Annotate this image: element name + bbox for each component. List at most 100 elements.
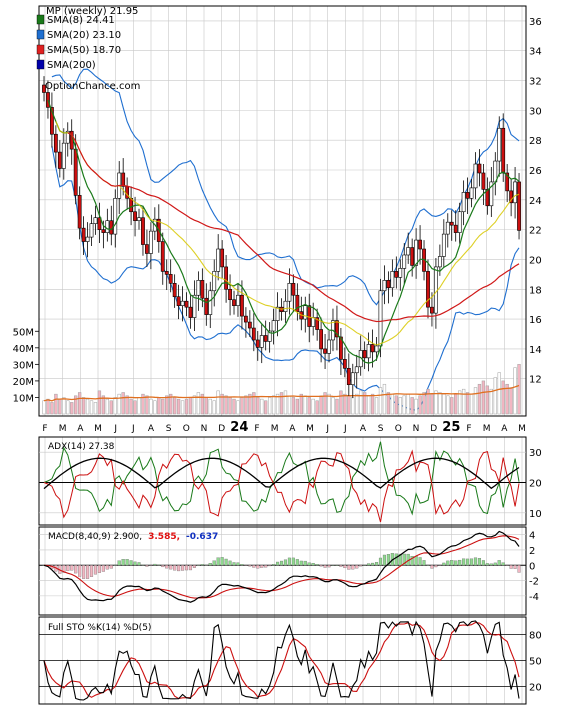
macd-histogram-bar xyxy=(311,563,315,566)
adx-line xyxy=(43,457,520,490)
macd-histogram-bar xyxy=(161,565,165,568)
macd-histogram-bar xyxy=(149,565,153,566)
macd-label: MACD(8,40,9) 2.900, xyxy=(48,532,142,542)
volume-bar xyxy=(370,393,375,415)
volume-bar xyxy=(402,395,406,415)
candle-body xyxy=(216,248,221,272)
candle-body xyxy=(228,288,232,301)
candle-body xyxy=(77,195,82,229)
macd-histogram-bar xyxy=(224,558,228,566)
candle-body xyxy=(485,189,490,207)
x-tick-label: J xyxy=(325,424,329,434)
volume-bar xyxy=(169,393,173,415)
macd-histogram-bar xyxy=(287,557,291,566)
volume-bar xyxy=(109,400,113,415)
macd-histogram-bar xyxy=(188,565,193,571)
macd-histogram-bar xyxy=(331,565,335,566)
volume-bar xyxy=(366,395,371,415)
svg-text:MACD(8,40,9) 2.900,3.585,-0.63: MACD(8,40,9) 2.900, 3.585, -0.637 xyxy=(48,532,218,542)
candle-body xyxy=(85,236,90,242)
candle-body xyxy=(141,217,145,245)
volume-bar xyxy=(244,395,248,415)
sma8-line xyxy=(47,99,520,364)
candle-body xyxy=(414,239,419,266)
candle-body xyxy=(303,305,308,320)
volume-bar xyxy=(406,393,410,415)
adx-minus-di xyxy=(43,449,520,523)
volume-bar xyxy=(493,377,497,415)
x-tick-label: D xyxy=(218,424,225,434)
macd-histogram-bar xyxy=(501,562,505,566)
adx-tick-label: 20 xyxy=(529,479,542,490)
macd-histogram-bar xyxy=(204,564,208,566)
candle-body xyxy=(477,163,482,174)
volume-bar xyxy=(161,398,165,415)
x-tick-label: 25 xyxy=(442,420,460,435)
moving-averages xyxy=(47,99,520,364)
volume-tick-label: 30M xyxy=(13,360,34,371)
volume-bar xyxy=(347,395,351,415)
macd-tick-label: -4 xyxy=(529,592,539,603)
volume-bar xyxy=(450,397,454,415)
candle-body xyxy=(370,344,375,353)
macd-histogram-bar xyxy=(89,565,94,577)
macd-hist-value: -0.637 xyxy=(186,532,218,542)
legend-label: SMA(8) 24.41 xyxy=(47,15,115,26)
legend-label: SMA(50) 18.70 xyxy=(47,45,121,56)
price-tick-label: 26 xyxy=(529,166,542,177)
macd-histogram-bar xyxy=(418,557,422,566)
bollinger-band xyxy=(51,68,520,412)
watermark: OptionChance.com xyxy=(45,81,140,92)
volume-bar xyxy=(121,392,125,415)
candle-body xyxy=(129,198,133,213)
candle-body xyxy=(172,283,177,298)
macd-histogram-bar xyxy=(78,565,82,577)
macd-histogram-bar xyxy=(276,561,280,566)
volume-bar xyxy=(299,393,303,415)
price-tick-label: 28 xyxy=(529,136,542,147)
macd-histogram-bar xyxy=(497,560,501,566)
candle-body xyxy=(137,217,141,221)
candle-body xyxy=(346,367,351,385)
volume-bar xyxy=(248,393,252,415)
candle-body xyxy=(418,239,422,250)
macd-histogram-bar xyxy=(315,564,319,566)
macd-histogram-bar xyxy=(335,564,339,566)
macd-histogram-bar xyxy=(264,565,268,568)
candle-body xyxy=(224,266,228,290)
macd-histogram-bar xyxy=(256,565,260,569)
macd-histogram-bar xyxy=(192,565,196,568)
legend-swatch xyxy=(36,14,45,25)
volume-bar xyxy=(93,402,98,415)
macd-line xyxy=(43,530,520,603)
x-tick-label: J xyxy=(113,424,117,434)
volume-bar xyxy=(212,400,216,415)
candle-body xyxy=(406,247,411,256)
macd-histogram-bar xyxy=(105,565,109,570)
candle-body xyxy=(105,220,110,233)
volume-bar xyxy=(386,392,391,415)
volume-bar xyxy=(192,395,197,415)
candle-body xyxy=(196,280,201,296)
candle-body xyxy=(335,320,339,338)
volume-bar xyxy=(180,400,185,415)
candle-body xyxy=(311,317,316,327)
macd-histogram-bar xyxy=(220,557,224,566)
legend-label: SMA(20) 23.10 xyxy=(47,30,121,41)
macd-histogram-bar xyxy=(327,565,331,568)
macd-histogram-bar xyxy=(485,563,489,566)
volume-bar xyxy=(331,397,335,415)
x-tick-label: A xyxy=(77,424,84,434)
candle-body xyxy=(275,306,280,321)
candle-body xyxy=(449,221,454,226)
candle-body xyxy=(473,163,478,189)
volume-bar xyxy=(252,392,256,415)
volume-bar xyxy=(434,390,438,415)
macd-histogram-bar xyxy=(469,558,474,566)
candle-body xyxy=(188,306,193,318)
volume-axis-ticks: 10M 20M 30M 40M 50M xyxy=(13,327,39,404)
volume-bar xyxy=(359,390,363,415)
macd-tick-label: 4 xyxy=(529,531,535,542)
volume-bar xyxy=(426,388,430,415)
volume-bar xyxy=(42,400,46,415)
